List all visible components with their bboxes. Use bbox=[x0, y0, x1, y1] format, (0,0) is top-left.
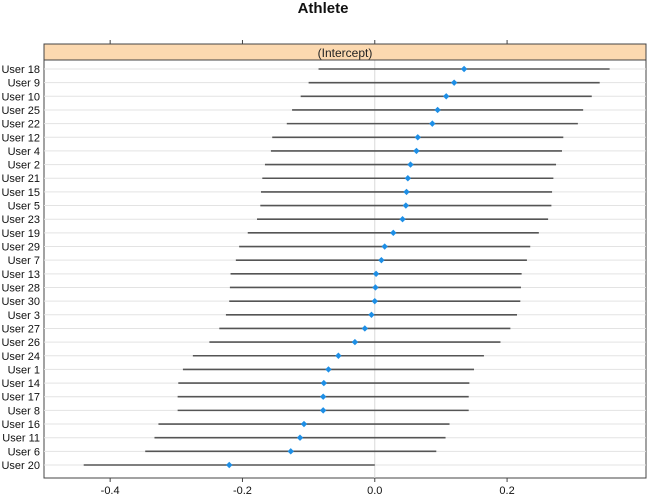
group-label: User 30 bbox=[1, 296, 40, 308]
point-layer bbox=[226, 65, 468, 469]
group-label: User 9 bbox=[8, 78, 40, 90]
group-label: User 28 bbox=[1, 282, 40, 294]
group-label: User 14 bbox=[1, 378, 40, 390]
group-label: User 17 bbox=[1, 392, 40, 404]
estimate-point bbox=[300, 420, 308, 428]
estimate-point bbox=[372, 284, 379, 291]
estimate-point bbox=[403, 188, 410, 196]
estimate-point bbox=[368, 311, 375, 318]
estimate-point bbox=[402, 202, 410, 209]
group-label: User 29 bbox=[1, 242, 40, 254]
estimate-point bbox=[287, 448, 294, 455]
x-tick-label: -0.2 bbox=[233, 485, 252, 497]
group-label: User 2 bbox=[8, 160, 40, 172]
group-label: User 6 bbox=[8, 446, 40, 458]
group-label: User 8 bbox=[8, 405, 40, 417]
x-axis: -0.4 -0.2 0.0 0.2 bbox=[101, 40, 515, 497]
group-label: User 16 bbox=[1, 419, 40, 431]
group-label: User 5 bbox=[8, 201, 40, 213]
plot-frame bbox=[43, 43, 647, 479]
plot-panel-border bbox=[43, 43, 647, 479]
estimate-point bbox=[319, 407, 327, 414]
estimate-point bbox=[413, 147, 420, 155]
group-label: User 1 bbox=[8, 364, 40, 376]
group-label: User 11 bbox=[2, 433, 40, 445]
estimate-point bbox=[320, 379, 328, 387]
estimate-point bbox=[434, 106, 441, 114]
estimate-point bbox=[404, 175, 412, 182]
x-tick-label: 0.0 bbox=[367, 485, 382, 497]
estimate-point bbox=[429, 120, 436, 127]
estimate-point bbox=[460, 65, 468, 73]
estimate-point bbox=[450, 79, 458, 86]
chart-title: Athlete bbox=[298, 0, 349, 17]
group-label: User 19 bbox=[1, 228, 40, 240]
estimate-point bbox=[399, 216, 406, 223]
group-label: User 26 bbox=[1, 337, 40, 349]
group-label: User 24 bbox=[1, 351, 40, 363]
group-label: User 12 bbox=[1, 132, 40, 144]
estimate-point bbox=[443, 93, 450, 100]
group-label: User 13 bbox=[1, 269, 40, 281]
estimate-point bbox=[226, 461, 233, 469]
estimate-point bbox=[372, 270, 380, 278]
group-label: User 27 bbox=[1, 323, 40, 335]
estimate-point bbox=[361, 325, 369, 332]
group-label: User 20 bbox=[1, 460, 40, 472]
group-label: User 22 bbox=[1, 119, 40, 131]
estimate-point bbox=[414, 134, 421, 141]
group-label: User 7 bbox=[8, 255, 40, 267]
estimate-point bbox=[390, 229, 397, 237]
group-label: User 10 bbox=[1, 91, 40, 103]
group-label: User 3 bbox=[8, 310, 40, 322]
group-label: User 21 bbox=[1, 173, 40, 185]
estimate-point bbox=[371, 297, 378, 305]
group-label: User 4 bbox=[8, 146, 40, 158]
x-tick-label: -0.4 bbox=[101, 485, 120, 497]
estimate-point bbox=[351, 338, 359, 346]
estimate-point bbox=[296, 434, 304, 441]
group-label: User 23 bbox=[1, 214, 40, 226]
estimate-point bbox=[378, 256, 385, 264]
estimate-point bbox=[407, 161, 414, 168]
estimate-point bbox=[335, 352, 342, 359]
estimate-point bbox=[319, 393, 327, 400]
estimate-point bbox=[381, 243, 388, 250]
x-tick-label: 0.2 bbox=[499, 485, 514, 497]
group-label: User 15 bbox=[1, 187, 40, 199]
estimate-point bbox=[325, 366, 332, 373]
group-label: User 25 bbox=[1, 105, 40, 117]
panel-strip bbox=[43, 43, 647, 61]
group-label: User 18 bbox=[1, 64, 40, 76]
panel-strip-label: (Intercept) bbox=[318, 46, 373, 60]
